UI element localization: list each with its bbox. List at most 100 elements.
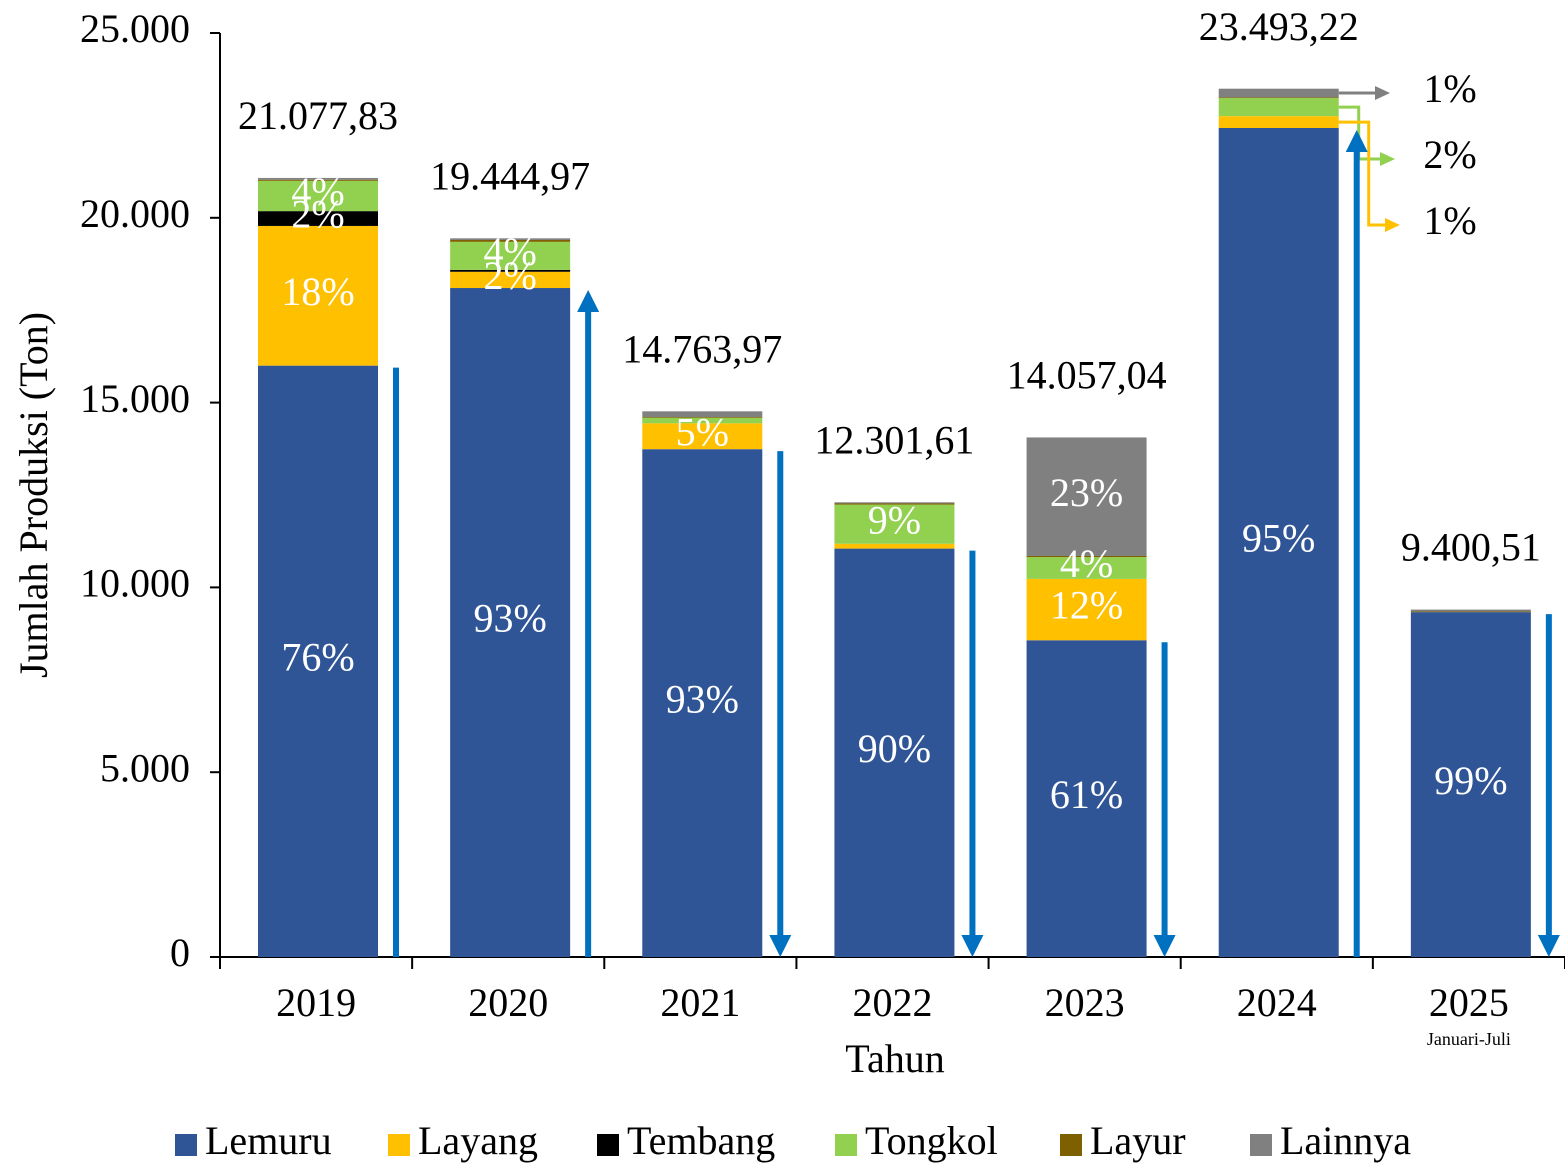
x-tick-label: 2019 [276, 980, 356, 1025]
bar-segment [450, 238, 571, 240]
bar-segment [450, 288, 571, 957]
trend-arrowhead [577, 290, 600, 313]
trend-arrowhead [769, 935, 792, 957]
segment-label: 95% [1242, 516, 1315, 561]
total-label: 23.493,22 [1199, 4, 1359, 49]
y-tick-label: 5.000 [100, 745, 190, 790]
segment-label: 9% [868, 497, 921, 542]
bar-segment [1218, 116, 1339, 128]
connector-arrowhead [1380, 152, 1395, 166]
total-label: 9.400,51 [1401, 525, 1541, 570]
bar-segment [258, 180, 378, 212]
legend-label: Tembang [627, 1118, 775, 1163]
label-connector [1338, 120, 1385, 227]
segment-label: 1% [1423, 66, 1476, 111]
bar-segment [834, 503, 955, 505]
segment-label: 1% [1423, 198, 1476, 243]
bar-segment [1026, 557, 1147, 579]
bar-segment [834, 543, 955, 549]
bar-segment [834, 502, 955, 504]
trend-arrowhead [961, 935, 984, 957]
x-tick-label: 2024 [1237, 980, 1317, 1025]
bar-segment [642, 411, 763, 418]
y-tick-label: 10.000 [80, 561, 190, 606]
segment-label: 2% [483, 253, 536, 298]
segment-label: 76% [281, 634, 354, 679]
segment-label: 4% [1060, 541, 1113, 586]
bar-segment [258, 211, 378, 226]
legend-label: Lainnya [1280, 1118, 1411, 1163]
trend-arrowhead [1153, 935, 1176, 957]
x-tick-label: 2023 [1045, 980, 1125, 1025]
legend-swatch [175, 1134, 197, 1156]
x-tick-label: 2022 [853, 980, 933, 1025]
y-axis-label: Jumlah Produksi (Ton) [11, 312, 56, 678]
bar-segment [450, 271, 571, 289]
bar-segment [1218, 97, 1339, 99]
y-tick-label: 25.000 [80, 6, 190, 51]
bar-segment [1218, 127, 1339, 958]
bar-segment [258, 365, 378, 957]
y-tick-label: 15.000 [80, 376, 190, 421]
bar-segment [1026, 640, 1147, 957]
trend-arrowhead [1537, 935, 1560, 957]
legend-label: Layang [418, 1118, 538, 1163]
total-label: 19.444,97 [430, 153, 590, 198]
segment-label: 4% [483, 229, 536, 274]
legend-label: Lemuru [205, 1118, 332, 1163]
segment-label: 23% [1050, 470, 1123, 515]
bar-segment [1410, 611, 1531, 613]
bar-segment [1026, 578, 1147, 641]
bar-segment [642, 417, 763, 424]
total-label: 14.057,04 [1007, 353, 1167, 398]
x-axis-label: Tahun [845, 1036, 944, 1081]
bar-segment [1218, 98, 1339, 117]
bar-segment [642, 449, 763, 957]
annotation: Januari-Juli [1427, 1029, 1511, 1049]
bar-segment [1026, 437, 1147, 556]
x-tick-label: 2020 [468, 980, 548, 1025]
legend-swatch [835, 1134, 857, 1156]
segment-label: 12% [1050, 583, 1123, 628]
total-label: 14.763,97 [622, 326, 782, 371]
bar-segment [834, 548, 955, 957]
y-tick-label: 0 [170, 930, 190, 975]
bar-segment [258, 225, 378, 366]
segment-label: 93% [473, 596, 546, 641]
segment-label: 93% [666, 676, 739, 721]
connector-arrowhead [1375, 86, 1390, 100]
connector-arrowhead [1385, 218, 1400, 232]
segment-label: 2% [291, 192, 344, 237]
segment-label: 18% [281, 269, 354, 314]
y-tick-label: 20.000 [80, 191, 190, 236]
segment-label: 61% [1050, 772, 1123, 817]
legend-label: Tongkol [865, 1118, 998, 1163]
x-tick-label: 2021 [660, 980, 740, 1025]
legend-swatch [1060, 1134, 1082, 1156]
legend-swatch [1250, 1134, 1272, 1156]
bar-segment [1410, 609, 1531, 612]
segment-label: 90% [858, 726, 931, 771]
legend-label: Layur [1090, 1118, 1186, 1163]
bar-segment [642, 417, 763, 418]
segment-label: 5% [676, 409, 729, 454]
bar-segment [258, 179, 378, 181]
segment-label: 99% [1434, 758, 1507, 803]
bar-segment [1410, 612, 1531, 957]
total-label: 21.077,83 [238, 93, 398, 138]
bar-segment [450, 241, 571, 270]
bar-segment [834, 504, 955, 544]
segment-label: 4% [291, 169, 344, 214]
bar-segment [1218, 88, 1339, 98]
bar-segment [450, 269, 571, 272]
legend-swatch [388, 1134, 410, 1156]
total-label: 12.301,61 [814, 418, 974, 463]
legend-swatch [597, 1134, 619, 1156]
bar-segment [450, 239, 571, 242]
segment-label: 2% [1423, 132, 1476, 177]
bar-segment [642, 423, 763, 450]
bar-segment [258, 177, 378, 180]
bar-segment [1026, 555, 1147, 558]
trend-arrowhead [1345, 129, 1368, 152]
